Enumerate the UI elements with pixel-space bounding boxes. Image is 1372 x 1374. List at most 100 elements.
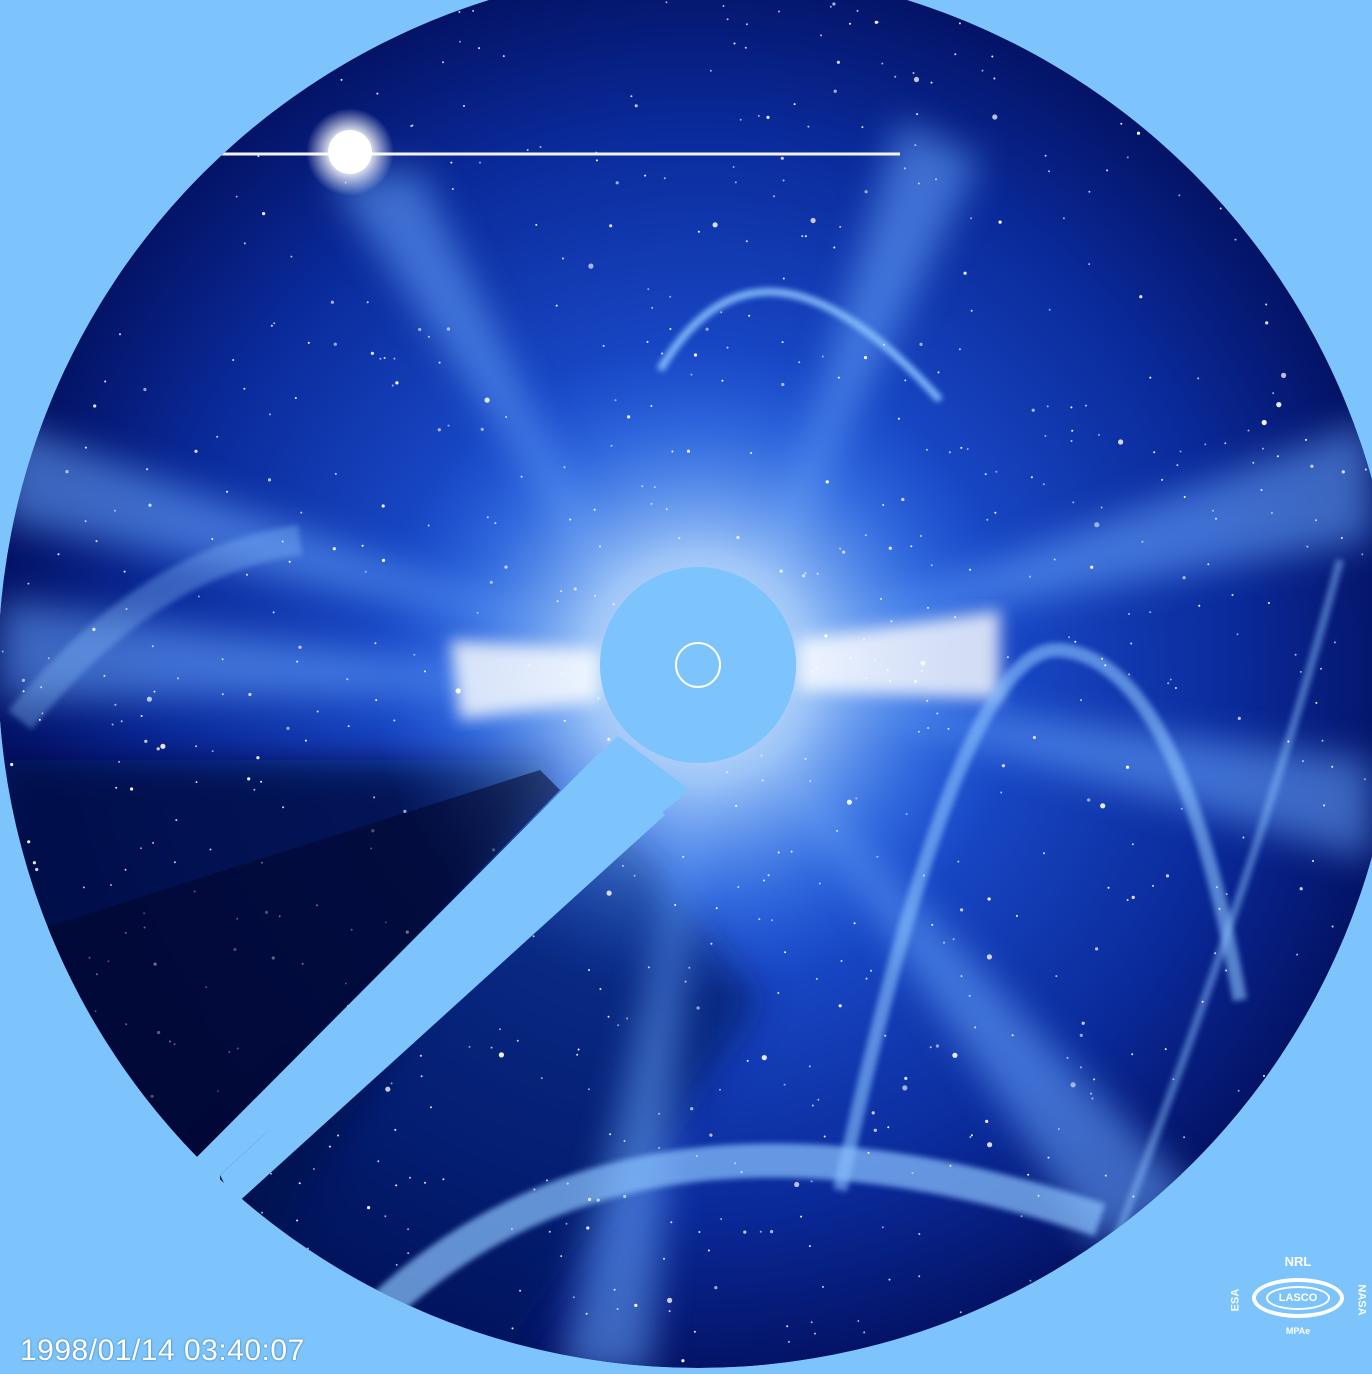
star bbox=[596, 1198, 600, 1202]
star bbox=[383, 357, 386, 359]
star bbox=[825, 480, 829, 484]
logo-left-text: ESA bbox=[1229, 1288, 1242, 1312]
star bbox=[1164, 1048, 1167, 1051]
lasco-logo: NRL ESA LASCO NASA MPAe bbox=[1229, 1254, 1367, 1346]
star bbox=[746, 1059, 749, 1062]
star bbox=[1363, 778, 1366, 781]
star bbox=[926, 699, 929, 702]
star bbox=[140, 715, 143, 717]
star bbox=[468, 1045, 471, 1048]
star bbox=[597, 697, 600, 700]
star bbox=[873, 1128, 877, 1132]
star bbox=[740, 1171, 743, 1174]
star bbox=[459, 40, 461, 43]
star bbox=[1215, 517, 1217, 520]
star bbox=[815, 667, 818, 670]
star bbox=[1207, 563, 1210, 566]
star bbox=[705, 327, 709, 331]
star bbox=[846, 799, 853, 805]
star bbox=[871, 1111, 875, 1115]
star bbox=[162, 745, 165, 748]
star bbox=[707, 1249, 710, 1252]
star bbox=[418, 327, 422, 332]
star bbox=[84, 446, 87, 449]
star bbox=[1070, 440, 1073, 442]
star bbox=[1323, 804, 1326, 807]
star bbox=[346, 678, 349, 681]
star bbox=[760, 754, 763, 757]
star bbox=[1281, 372, 1287, 378]
star bbox=[735, 804, 738, 807]
star bbox=[984, 473, 987, 476]
star bbox=[695, 1155, 698, 1157]
star bbox=[1183, 496, 1186, 498]
star bbox=[1118, 439, 1124, 445]
star bbox=[897, 417, 900, 420]
star bbox=[1042, 483, 1045, 486]
star bbox=[556, 600, 559, 603]
star bbox=[1180, 807, 1183, 810]
star bbox=[374, 642, 377, 645]
star bbox=[974, 1026, 977, 1029]
star bbox=[177, 677, 179, 680]
star bbox=[366, 301, 369, 304]
star bbox=[84, 520, 87, 523]
star bbox=[927, 606, 929, 609]
star bbox=[427, 335, 430, 338]
star bbox=[669, 328, 672, 330]
star bbox=[960, 908, 964, 912]
star bbox=[256, 756, 260, 760]
star bbox=[585, 1312, 588, 1315]
star bbox=[361, 544, 364, 547]
star bbox=[1212, 509, 1214, 512]
star bbox=[856, 9, 859, 12]
star bbox=[1182, 576, 1186, 580]
star bbox=[881, 1226, 884, 1229]
star bbox=[1299, 887, 1303, 891]
star bbox=[670, 1221, 673, 1224]
star bbox=[450, 161, 453, 164]
star bbox=[446, 327, 450, 331]
star bbox=[650, 405, 653, 407]
star bbox=[1204, 443, 1207, 446]
star bbox=[140, 847, 142, 850]
star bbox=[1197, 377, 1200, 380]
star bbox=[839, 547, 842, 550]
star bbox=[22, 690, 25, 693]
star bbox=[930, 81, 933, 84]
star bbox=[748, 314, 751, 317]
star bbox=[995, 470, 998, 473]
star bbox=[829, 5, 832, 8]
star bbox=[763, 879, 766, 882]
star bbox=[883, 343, 885, 346]
star bbox=[963, 271, 967, 275]
star bbox=[849, 22, 851, 25]
star bbox=[1094, 522, 1100, 528]
star bbox=[286, 726, 290, 731]
star bbox=[1263, 1074, 1265, 1077]
star bbox=[1131, 1053, 1134, 1056]
star bbox=[119, 333, 121, 336]
star bbox=[782, 179, 785, 182]
star bbox=[1131, 843, 1134, 846]
star bbox=[969, 1136, 972, 1138]
star bbox=[864, 190, 868, 194]
star bbox=[123, 570, 126, 573]
star bbox=[840, 960, 843, 962]
star bbox=[1006, 656, 1009, 659]
star bbox=[838, 1004, 842, 1008]
star bbox=[565, 1222, 568, 1225]
star bbox=[870, 969, 872, 972]
star bbox=[490, 1046, 493, 1049]
star bbox=[837, 376, 840, 379]
star bbox=[822, 1285, 824, 1288]
star bbox=[874, 20, 878, 24]
star bbox=[918, 1233, 921, 1235]
star bbox=[686, 449, 691, 453]
star bbox=[606, 890, 612, 896]
star bbox=[790, 850, 793, 853]
star bbox=[667, 1297, 673, 1303]
star bbox=[347, 725, 350, 728]
star bbox=[1172, 1078, 1175, 1081]
star bbox=[952, 1052, 958, 1058]
